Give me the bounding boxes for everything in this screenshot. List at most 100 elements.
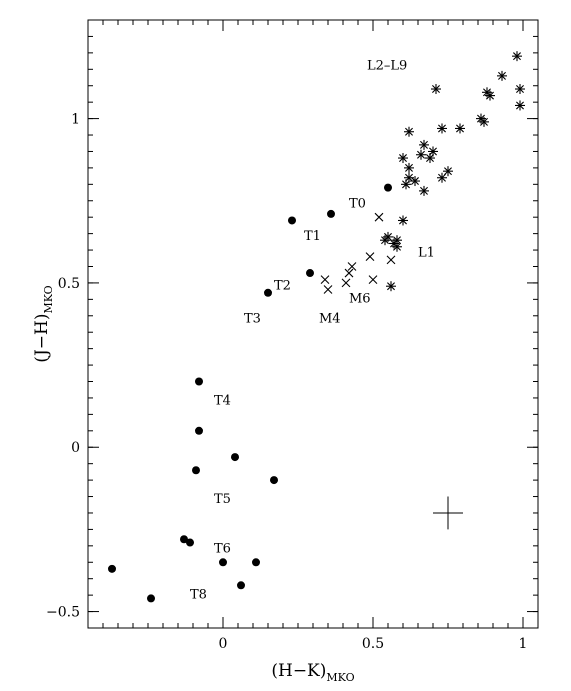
plot-frame bbox=[87, 19, 539, 629]
circle-point bbox=[327, 209, 335, 218]
cross-stroke bbox=[341, 278, 351, 288]
cross-stroke bbox=[323, 285, 333, 294]
circle-point bbox=[108, 564, 116, 573]
asterisk-stroke bbox=[405, 163, 413, 172]
cross-point bbox=[374, 212, 384, 222]
asterisk-point bbox=[497, 70, 507, 81]
circle-point bbox=[147, 594, 155, 603]
asterisk-stroke bbox=[399, 216, 407, 225]
y-tick-label: 0 bbox=[71, 440, 80, 456]
asterisk-point bbox=[455, 123, 465, 134]
annotation-label: T4 bbox=[214, 394, 231, 409]
asterisk-stroke bbox=[402, 180, 410, 189]
y-axis-title: (J−H)MKO bbox=[32, 285, 55, 362]
asterisk-point bbox=[386, 281, 396, 292]
tick-labels: 0 0.5 1 −0.5 0 0.5 1 bbox=[46, 112, 527, 652]
cross-point bbox=[344, 268, 354, 278]
x-axis-title: (H−K)MKO bbox=[271, 661, 354, 684]
cross-point bbox=[320, 275, 330, 285]
asterisk-point bbox=[419, 139, 429, 150]
asterisk-stroke bbox=[417, 150, 425, 159]
asterisk-stroke bbox=[420, 140, 428, 149]
asterisk-stroke bbox=[480, 117, 488, 126]
circle-point bbox=[288, 216, 296, 225]
circle-point bbox=[231, 453, 239, 462]
circle-point bbox=[195, 426, 203, 435]
cross-point bbox=[368, 275, 378, 285]
asterisk-stroke bbox=[411, 177, 419, 186]
asterisk-point bbox=[515, 100, 525, 111]
cross-stroke bbox=[386, 255, 396, 265]
cross-stroke bbox=[365, 252, 375, 262]
cross-point bbox=[341, 278, 351, 288]
cross-stroke bbox=[374, 212, 384, 222]
asterisk-point bbox=[404, 162, 414, 173]
asterisk-stroke bbox=[438, 173, 446, 182]
cross-stroke bbox=[320, 275, 330, 285]
cross-stroke bbox=[347, 262, 357, 271]
circle-point bbox=[192, 466, 200, 475]
cross-point bbox=[347, 262, 357, 271]
asterisk-point bbox=[437, 172, 447, 183]
asterisk-point bbox=[401, 179, 411, 190]
axis-ticks bbox=[88, 19, 538, 628]
annotation-label: L1 bbox=[418, 246, 435, 261]
asterisk-point bbox=[437, 123, 447, 134]
cross-point bbox=[365, 252, 375, 262]
asterisk-point bbox=[512, 51, 522, 62]
circle-point bbox=[264, 288, 272, 297]
asterisk-stroke bbox=[387, 282, 395, 291]
asterisk-stroke bbox=[420, 186, 428, 195]
y-tick-label: −0.5 bbox=[46, 605, 80, 621]
asterisk-point bbox=[515, 84, 525, 95]
asterisk-point bbox=[404, 126, 414, 137]
circle-point bbox=[237, 581, 245, 590]
asterisk-point bbox=[443, 166, 453, 177]
cross-stroke bbox=[368, 275, 378, 285]
asterisk-stroke bbox=[516, 85, 524, 94]
asterisk-stroke bbox=[513, 52, 521, 61]
circle-point bbox=[270, 476, 278, 485]
asterisk-stroke bbox=[444, 167, 452, 176]
circle-point bbox=[306, 269, 314, 278]
asterisk-point bbox=[410, 176, 420, 187]
annotation-label: T0 bbox=[349, 196, 366, 211]
asterisk-point bbox=[398, 215, 408, 226]
asterisk-stroke bbox=[405, 173, 413, 182]
circle-point bbox=[219, 558, 227, 567]
asterisk-point bbox=[380, 235, 390, 246]
asterisk-stroke bbox=[429, 147, 437, 156]
asterisk-stroke bbox=[405, 127, 413, 136]
asterisk-stroke bbox=[438, 124, 446, 133]
annotation-label: M4 bbox=[319, 311, 341, 326]
asterisk-stroke bbox=[399, 154, 407, 163]
error-bar bbox=[433, 496, 463, 530]
annotation-label: T1 bbox=[304, 229, 321, 244]
circle-point bbox=[384, 183, 392, 192]
x-tick-label: 0 bbox=[219, 636, 228, 652]
asterisk-stroke bbox=[498, 71, 506, 80]
cross-stroke bbox=[344, 268, 354, 278]
annotation-label: T8 bbox=[190, 587, 207, 602]
annotation-label: T2 bbox=[274, 278, 291, 293]
asterisk-point bbox=[398, 153, 408, 164]
asterisk-stroke bbox=[486, 91, 494, 100]
data-marks bbox=[108, 51, 525, 603]
asterisk-point bbox=[419, 185, 429, 196]
annotation-label: M6 bbox=[349, 292, 371, 307]
annotation-label: T5 bbox=[214, 492, 231, 507]
cross-point bbox=[323, 285, 333, 294]
asterisk-stroke bbox=[456, 124, 464, 133]
y-axis-title-main: (J−H) bbox=[32, 314, 52, 363]
x-axis-title-main: (H−K) bbox=[271, 661, 326, 681]
asterisk-point bbox=[392, 241, 402, 252]
asterisk-stroke bbox=[516, 101, 524, 110]
circle-point bbox=[252, 558, 260, 567]
annotations: L2–L9 T0 T1 L1 T2 M6 T3 M4 T4 T5 T6 T8 bbox=[190, 58, 435, 602]
asterisk-point bbox=[485, 90, 495, 101]
annotation-label: T3 bbox=[244, 311, 261, 326]
x-tick-label: 0.5 bbox=[362, 636, 384, 652]
asterisk-point bbox=[425, 153, 435, 164]
y-tick-label: 0.5 bbox=[58, 276, 80, 292]
